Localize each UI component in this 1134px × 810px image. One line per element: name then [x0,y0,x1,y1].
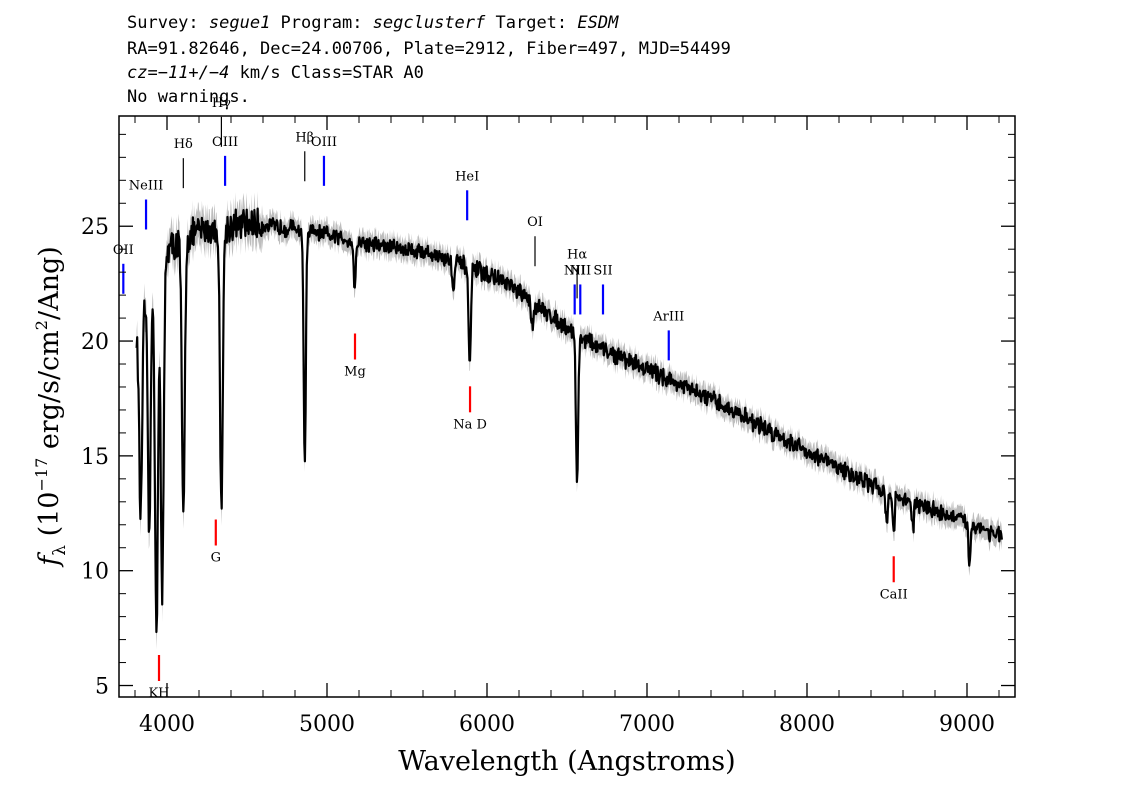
y-tick-label: 15 [81,445,109,470]
x-axis-label: Wavelength (Angstroms) [398,746,735,777]
header-line-3: cz=−11+/−4 km/s Class=STAR A0 [127,63,424,83]
line-marker: Hβ [295,130,314,182]
line-marker: Hα [567,247,587,299]
line-marker-label: Hγ [212,96,231,111]
line-marker: Mg [344,333,366,379]
line-marker: NII [564,263,586,315]
line-marker-label: Hδ [174,137,193,152]
line-marker: NII [569,263,591,315]
line-marker-label: Hα [567,247,587,262]
x-tick-label: 7000 [619,712,675,737]
header-line-2: RA=91.82646, Dec=24.00706, Plate=2912, F… [127,39,731,59]
line-marker-label: OIII [311,135,337,150]
line-marker: Hγ [212,96,231,147]
line-marker-label: NII [569,263,591,278]
line-marker: NeIII [129,178,163,230]
y-tick-label: 10 [81,560,109,585]
line-marker: OIII [212,135,238,186]
x-tick-label: 4000 [139,712,195,737]
line-marker-label: Hβ [295,130,314,145]
line-marker-label: Mg [344,364,366,379]
line-marker: SII [593,263,613,315]
line-marker: ArIII [652,309,684,361]
line-marker: OI [527,215,543,267]
x-tick-label: 8000 [779,712,835,737]
line-marker: CaII [880,556,908,602]
line-marker-label: HeI [455,169,479,184]
line-marker-label: OII [113,243,134,258]
y-tick-label: 20 [81,330,109,355]
plot-frame [118,115,1016,698]
spectrum-line [135,207,1003,634]
y-tick-label: 25 [81,215,109,240]
line-marker: OII [113,243,134,294]
line-marker-label: OIII [212,135,238,150]
header-line-1: Survey: segue1 Program: segclusterf Targ… [127,13,619,33]
line-marker: OIII [311,135,337,186]
line-marker: HeI [455,169,479,221]
line-marker-label: Na D [453,417,487,432]
line-marker: G [211,519,221,566]
y-tick-label: 5 [95,675,109,700]
y-axis-label: fλ (10−17 erg/s/cm2/Ang) [32,246,70,568]
line-marker-label: SII [593,263,612,278]
x-tick-label: 5000 [299,712,355,737]
line-marker-label: NeIII [129,178,163,193]
x-tick-label: 9000 [939,712,995,737]
header-line-4: No warnings. [127,87,250,107]
x-tick-label: 6000 [459,712,515,737]
line-marker: Hδ [174,137,193,189]
line-marker-label: OI [527,215,543,230]
axis-ticks: 4000 5000 6000 7000 8000 9000 5 10 15 20 25 [81,116,1015,737]
line-marker: Na D [453,386,487,432]
chart-header: Survey: segue1 Program: segclusterf Targ… [127,13,731,107]
line-marker-label: ArIII [652,309,684,324]
line-marker-label: NII [564,263,586,278]
line-marker-label: G [211,551,221,566]
line-marker-label: CaII [880,587,908,602]
